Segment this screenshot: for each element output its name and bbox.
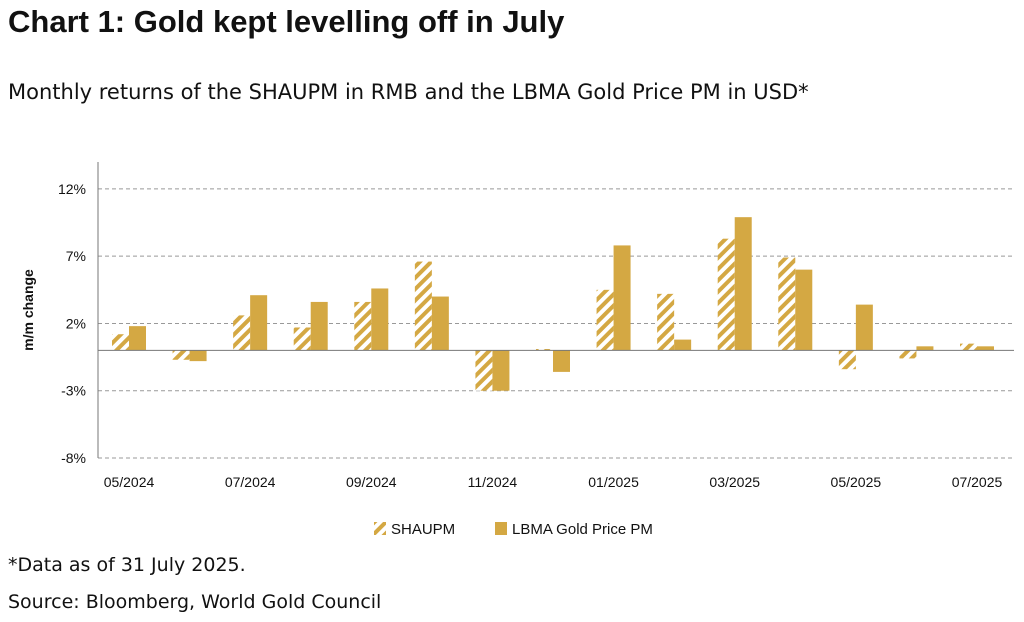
bar-shaupm <box>960 343 977 351</box>
bar-shaupm <box>838 350 856 370</box>
axes <box>97 162 1014 458</box>
bar-shaupm <box>293 327 311 351</box>
bar-shaupm <box>112 334 129 351</box>
source-note: Source: Bloomberg, World Gold Council <box>8 591 382 613</box>
data-date-note: *Data as of 31 July 2025. <box>8 554 246 576</box>
legend-label-shaupm: SHAUPM <box>391 521 455 538</box>
bar-shaupm <box>536 349 553 351</box>
y-tick-label: -8% <box>61 450 86 466</box>
legend-swatch-lbma <box>495 522 507 535</box>
bars <box>112 217 994 391</box>
bar-shaupm <box>414 261 432 351</box>
bar-shaupm <box>475 350 493 391</box>
bar-lbma <box>553 350 570 372</box>
bar-lbma <box>431 296 449 351</box>
y-axis-label: m/m change <box>20 269 36 351</box>
bar-shaupm <box>354 301 372 351</box>
bar-lbma <box>977 346 994 351</box>
y-tick-label: 7% <box>66 248 86 264</box>
x-tick-labels: 05/2024 07/2024 09/2024 11/2024 01/2025 03/20… <box>104 474 1003 490</box>
bar-lbma <box>129 326 146 351</box>
x-tick-label: 05/2025 <box>831 474 882 490</box>
bar-lbma <box>189 350 207 362</box>
page-title: Chart 1: Gold kept levelling off in July <box>8 4 565 39</box>
bar-lbma <box>855 304 873 351</box>
legend-swatch-shaupm <box>374 522 386 535</box>
x-tick-label: 11/2024 <box>468 474 518 490</box>
bar-shaupm <box>899 350 917 359</box>
bar-lbma <box>916 346 934 351</box>
x-tick-label: 09/2024 <box>346 474 397 490</box>
bar-lbma <box>310 301 328 351</box>
bar-shaupm <box>172 350 190 360</box>
bar-shaupm <box>233 315 251 351</box>
y-tick-label: 2% <box>66 315 86 331</box>
bar-lbma <box>795 269 813 351</box>
bar-shaupm <box>596 289 614 351</box>
bar-lbma <box>613 245 631 351</box>
y-tick-label: 12% <box>58 181 86 197</box>
y-tick-labels: 12% 7% 2% -3% -8% <box>58 181 86 466</box>
x-tick-label: 05/2024 <box>104 474 155 490</box>
legend-label-lbma: LBMA Gold Price PM <box>512 521 653 538</box>
bar-lbma <box>674 339 692 351</box>
x-tick-label: 07/2025 <box>952 474 1003 490</box>
bar-shaupm <box>717 238 735 351</box>
y-tick-label: -3% <box>61 383 86 399</box>
chart-legend: SHAUPM LBMA Gold Price PM <box>374 521 653 538</box>
x-tick-label: 01/2025 <box>588 474 639 490</box>
bar-lbma <box>250 295 268 351</box>
bar-shaupm <box>778 257 796 351</box>
chart-subtitle: Monthly returns of the SHAUPM in RMB and… <box>8 80 809 104</box>
bar-lbma <box>371 288 389 351</box>
bar-lbma <box>734 217 752 351</box>
bar-lbma <box>492 350 510 391</box>
x-tick-label: 03/2025 <box>709 474 760 490</box>
x-tick-label: 07/2024 <box>225 474 276 490</box>
bar-shaupm <box>657 293 675 351</box>
